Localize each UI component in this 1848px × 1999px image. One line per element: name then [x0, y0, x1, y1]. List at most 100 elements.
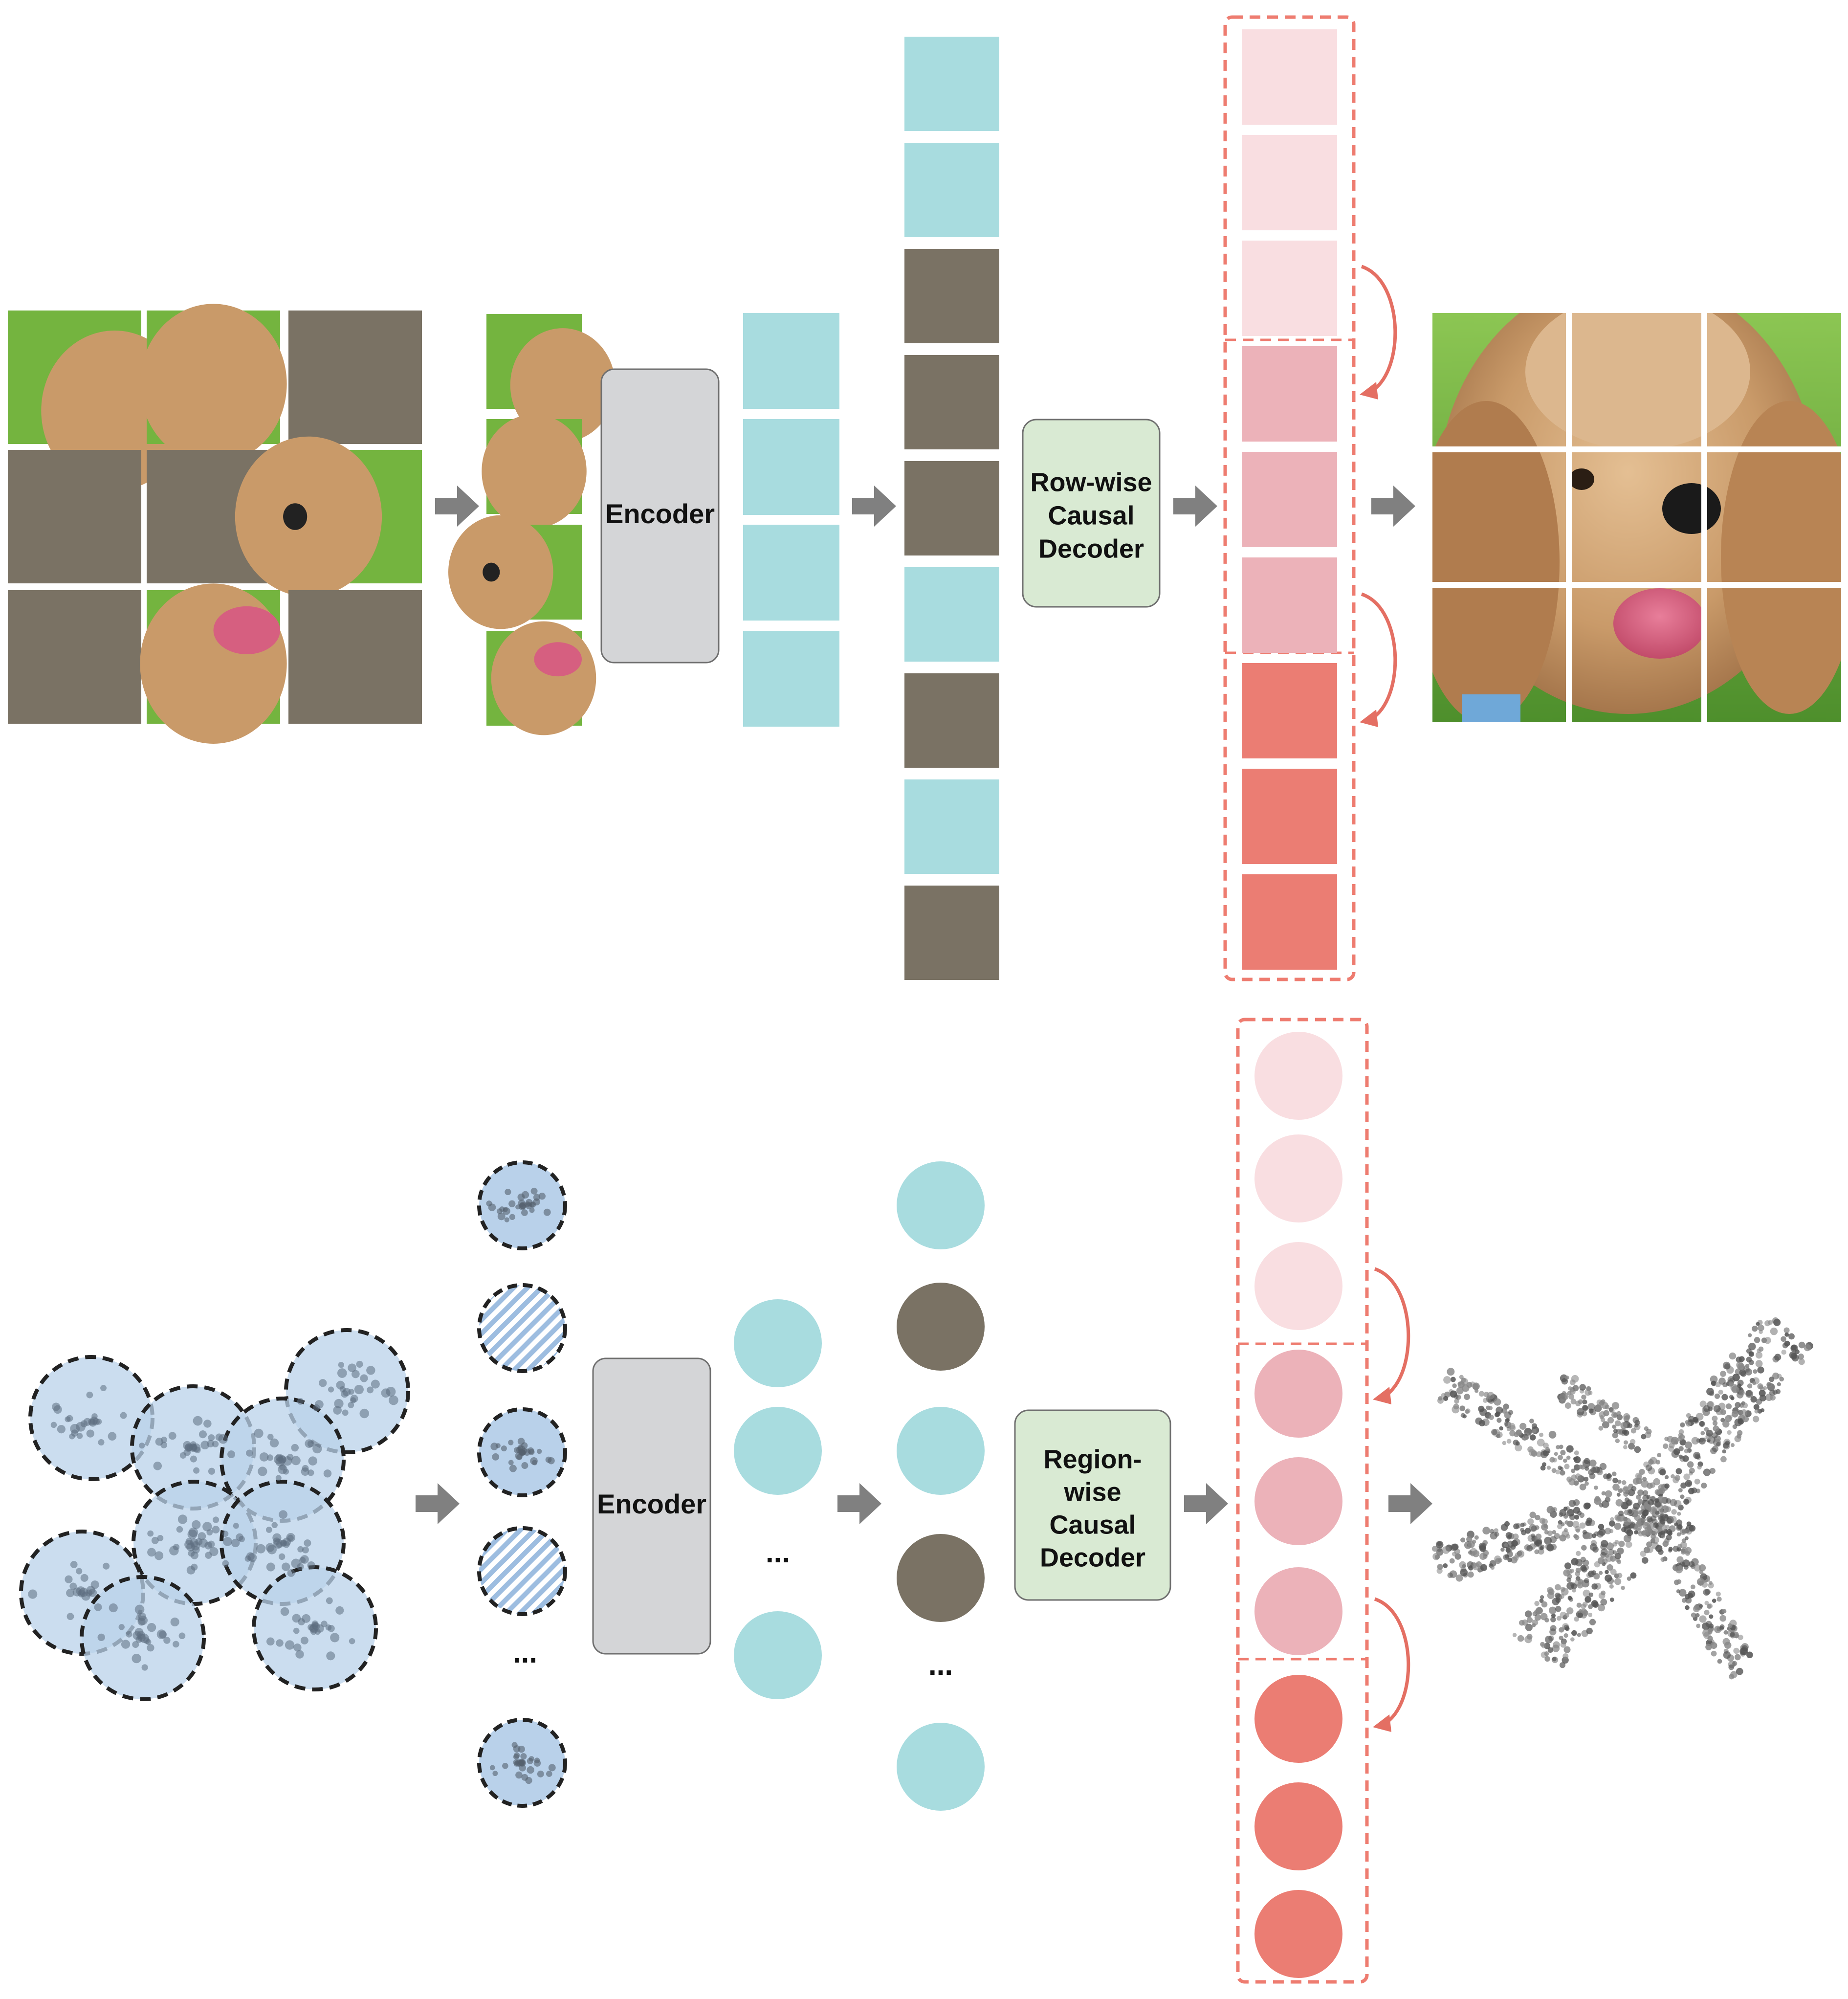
cloud-point: [1482, 1527, 1491, 1535]
cloud-point: [1714, 1625, 1722, 1633]
cloud-point: [1712, 1421, 1718, 1426]
masked-point-patch: [477, 1283, 567, 1373]
cloud-point: [1479, 1553, 1487, 1560]
encoded-point-token: [734, 1407, 822, 1495]
cloud-point: [1594, 1404, 1602, 1412]
cloud-point: [1711, 1380, 1716, 1386]
cloud-point: [1613, 1428, 1618, 1433]
cloud-point: [1798, 1354, 1804, 1360]
cloud-point: [1572, 1588, 1576, 1593]
cloud-point: [1437, 1541, 1442, 1547]
cloud-point: [1563, 1646, 1571, 1653]
cloud-point: [1678, 1589, 1687, 1597]
cloud-point: [1507, 1557, 1512, 1562]
cloud-point: [1563, 1528, 1568, 1533]
cloud-point: [348, 1363, 356, 1373]
masked-patch: [288, 590, 422, 724]
cloud-point: [1496, 1418, 1502, 1423]
flow-arrow-icon: [852, 486, 896, 527]
cloud-point: [1783, 1327, 1790, 1333]
cloud-point: [1584, 1389, 1591, 1396]
cloud-point: [1577, 1612, 1584, 1618]
cloud-point: [1695, 1603, 1699, 1608]
cloud-point: [177, 1514, 188, 1524]
cloud-point: [1539, 1432, 1544, 1437]
cloud-point: [1566, 1607, 1574, 1615]
patch-point: [548, 1457, 555, 1465]
decoder-label-bottom-line2: wise: [1063, 1477, 1121, 1507]
cloud-point: [1442, 1546, 1450, 1554]
flow-arrow-icon: [435, 486, 479, 527]
cloud-point: [310, 1628, 317, 1635]
visible-patch: [486, 621, 596, 735]
reconstructed-point-cloud: [1431, 1317, 1813, 1680]
cloud-point: [1612, 1432, 1619, 1439]
cloud-point: [1521, 1619, 1528, 1626]
cloud-point: [1454, 1399, 1459, 1404]
cloud-point: [154, 1551, 164, 1560]
cloud-point: [1584, 1533, 1589, 1539]
cloud-point: [1641, 1480, 1649, 1488]
visible-point-token: [897, 1407, 985, 1495]
cloud-point: [1601, 1500, 1609, 1508]
cloud-point: [1506, 1418, 1510, 1422]
cloud-point: [1575, 1567, 1581, 1573]
cloud-point: [1685, 1605, 1690, 1610]
cloud-point: [1560, 1470, 1565, 1476]
cloud-point: [271, 1522, 278, 1529]
cloud-point: [1712, 1432, 1718, 1439]
decoded-token: [1242, 769, 1337, 864]
causal-arrow-icon: [1374, 1267, 1410, 1400]
cloud-point: [1519, 1422, 1527, 1430]
cloud-point: [1556, 1445, 1561, 1449]
cloud-point: [134, 1604, 145, 1615]
cloud-point: [1791, 1354, 1799, 1362]
cloud-point: [1584, 1466, 1589, 1471]
cloud-point: [1605, 1490, 1612, 1498]
cloud-point: [231, 1538, 240, 1548]
cloud-point: [1616, 1411, 1621, 1416]
patch-point: [532, 1460, 538, 1466]
full-point-token-sequence: [897, 1161, 985, 1811]
cloud-point: [1704, 1609, 1710, 1616]
cloud-point: [1552, 1457, 1557, 1463]
cloud-point: [276, 1639, 284, 1647]
decoded-point-token: [1254, 1242, 1342, 1330]
cloud-point: [1636, 1494, 1641, 1500]
cloud-point: [1588, 1592, 1594, 1598]
cloud-point: [1766, 1382, 1772, 1388]
cloud-point: [1496, 1431, 1503, 1438]
cloud-point: [1644, 1522, 1649, 1526]
ellipsis-encoded-column: ...: [766, 1536, 790, 1569]
cloud-point: [1545, 1635, 1553, 1644]
cloud-point: [1612, 1550, 1617, 1555]
cloud-point: [1623, 1518, 1631, 1526]
cloud-point: [76, 1433, 83, 1439]
cloud-point: [1614, 1420, 1621, 1426]
cloud-point: [1683, 1473, 1690, 1480]
cloud-point: [1689, 1561, 1695, 1568]
cloud-point: [1501, 1407, 1507, 1414]
cloud-point: [1777, 1382, 1781, 1387]
causal-arrowhead: [1360, 382, 1378, 400]
cloud-point: [1754, 1337, 1760, 1343]
cloud-point: [1535, 1533, 1542, 1540]
cloud-point: [1695, 1613, 1700, 1618]
cloud-point: [1479, 1545, 1486, 1552]
cloud-point: [1608, 1549, 1615, 1555]
cloud-point: [1598, 1529, 1606, 1536]
cloud-point: [1550, 1625, 1557, 1632]
cloud-point: [1713, 1405, 1721, 1413]
cloud-point: [1520, 1522, 1525, 1527]
cloud-point: [1634, 1423, 1639, 1428]
cloud-point: [170, 1617, 179, 1627]
cloud-point: [1651, 1536, 1659, 1544]
decoder-label-top-line1: Row-wise: [1030, 467, 1152, 497]
masked-patch: [8, 450, 141, 583]
decoder-label-top-line2: Causal: [1048, 501, 1134, 530]
cloud-point: [1453, 1394, 1459, 1399]
cloud-point: [223, 1537, 232, 1546]
cloud-point: [1756, 1322, 1760, 1326]
cloud-point: [1666, 1498, 1672, 1504]
cloud-point: [1579, 1484, 1586, 1490]
